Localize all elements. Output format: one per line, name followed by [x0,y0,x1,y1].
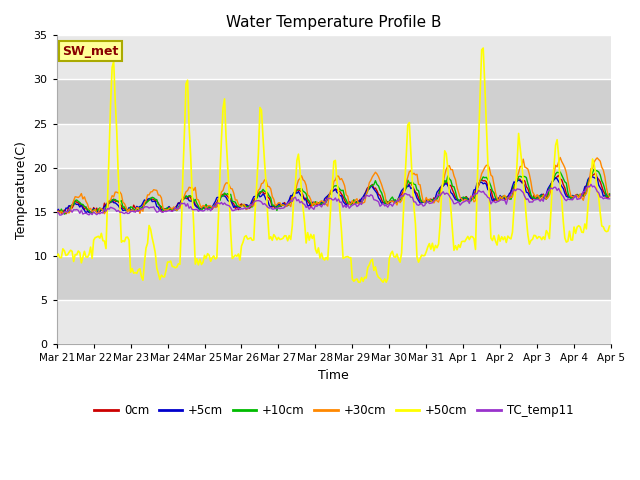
TC_temp11 [122,209,130,215]
+5cm [587,173,595,179]
+30cm [247,202,255,208]
+10cm [605,191,613,197]
+50cm [479,45,487,51]
+50cm [605,223,613,229]
TC_temp11 [237,206,245,212]
+5cm [247,201,255,207]
0cm [53,208,61,214]
TC_temp11 [577,196,584,202]
+5cm [219,193,227,199]
TC_temp11 [296,200,304,205]
+30cm [53,209,61,215]
+30cm [237,204,245,209]
Text: SW_met: SW_met [62,45,118,58]
+50cm [236,257,244,263]
Bar [57,300,611,344]
Line: +10cm: +10cm [57,169,609,214]
TC_temp11 [587,181,595,187]
+50cm [578,229,586,235]
+10cm [53,210,61,216]
Bar [57,212,611,256]
Legend: 0cm, +5cm, +10cm, +30cm, +50cm, TC_temp11: 0cm, +5cm, +10cm, +30cm, +50cm, TC_temp1… [90,399,578,421]
+10cm [590,167,598,172]
+10cm [296,186,304,192]
Y-axis label: Temperature(C): Temperature(C) [15,141,28,239]
Bar [57,256,611,300]
+30cm [219,188,227,193]
+50cm [294,151,302,157]
Line: +30cm: +30cm [57,157,609,214]
+30cm [578,195,586,201]
Title: Water Temperature Profile B: Water Temperature Profile B [226,15,442,30]
0cm [296,188,304,193]
+50cm [120,239,128,244]
TC_temp11 [247,202,255,208]
+5cm [61,210,68,216]
+10cm [237,203,245,208]
+50cm [53,253,61,259]
+30cm [296,176,304,181]
Bar [57,79,611,123]
TC_temp11 [605,196,613,202]
Line: +5cm: +5cm [57,176,609,213]
0cm [62,211,70,216]
+5cm [296,192,304,197]
0cm [237,201,245,207]
Line: +50cm: +50cm [57,48,609,282]
+5cm [605,192,613,198]
Bar [57,36,611,79]
+30cm [122,204,130,210]
+10cm [122,207,130,213]
TC_temp11 [219,202,227,207]
+50cm [245,236,253,241]
+30cm [100,211,108,216]
0cm [577,192,584,198]
Line: TC_temp11: TC_temp11 [57,184,609,215]
+10cm [247,204,255,209]
0cm [247,204,255,210]
+5cm [53,210,61,216]
+50cm [355,279,362,285]
0cm [122,207,130,213]
TC_temp11 [56,212,63,218]
TC_temp11 [53,210,61,216]
+30cm [556,155,564,160]
+5cm [122,208,130,214]
+10cm [61,211,68,217]
Bar [57,168,611,212]
+10cm [577,192,584,198]
0cm [605,192,613,197]
+5cm [577,192,584,198]
+30cm [605,193,613,199]
0cm [219,192,227,197]
0cm [592,170,600,176]
X-axis label: Time: Time [319,369,349,382]
Line: 0cm: 0cm [57,173,609,214]
+5cm [237,203,245,208]
+50cm [218,136,225,142]
+10cm [219,193,227,199]
Bar [57,123,611,168]
